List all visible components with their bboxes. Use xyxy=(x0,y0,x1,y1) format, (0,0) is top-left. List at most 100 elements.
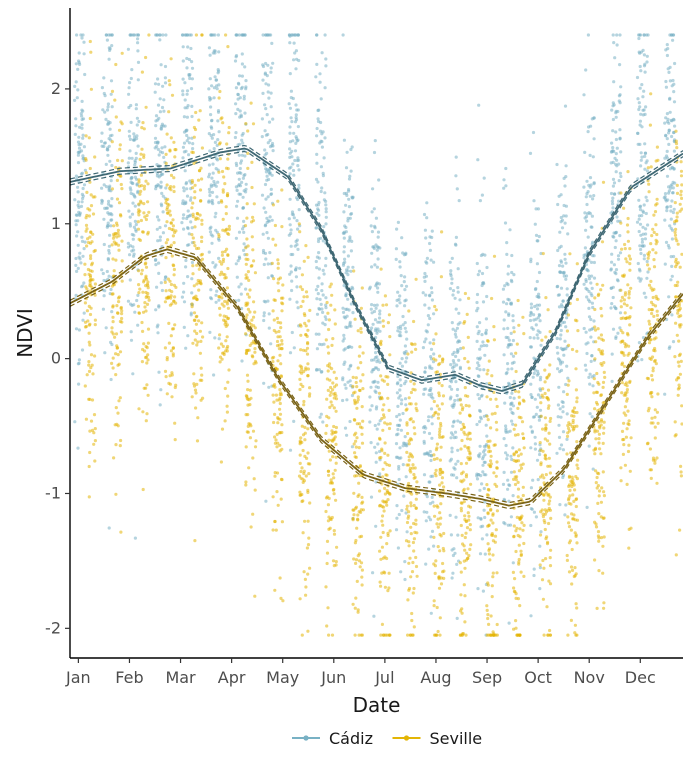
data-point xyxy=(155,163,159,167)
data-point xyxy=(142,202,146,206)
data-point xyxy=(345,193,349,197)
data-point xyxy=(592,254,596,258)
data-point xyxy=(619,221,623,225)
data-point xyxy=(74,117,78,121)
data-point xyxy=(623,293,627,297)
data-point xyxy=(224,324,228,328)
data-point xyxy=(438,435,442,439)
data-point xyxy=(186,334,190,338)
data-point xyxy=(575,541,579,545)
data-point xyxy=(626,449,631,454)
data-point xyxy=(140,126,144,130)
data-point xyxy=(484,328,488,332)
data-point xyxy=(565,452,569,456)
data-point xyxy=(450,576,454,580)
data-point xyxy=(408,556,412,560)
data-point xyxy=(153,90,157,94)
data-point xyxy=(253,271,257,275)
data-point xyxy=(558,230,562,234)
data-point xyxy=(546,406,551,410)
data-point xyxy=(93,354,97,358)
data-point xyxy=(450,387,454,391)
data-point xyxy=(118,350,123,354)
data-point xyxy=(80,200,84,204)
data-point xyxy=(587,306,591,310)
data-point xyxy=(348,320,352,324)
data-point xyxy=(191,236,195,240)
data-point xyxy=(373,226,377,230)
data-point xyxy=(136,304,140,308)
data-point xyxy=(395,227,399,231)
data-point xyxy=(220,250,225,254)
data-point xyxy=(76,243,80,247)
data-point xyxy=(324,296,328,300)
data-point xyxy=(234,54,239,58)
data-point xyxy=(587,375,591,379)
data-point xyxy=(430,422,434,426)
data-point xyxy=(649,286,653,290)
data-point xyxy=(120,312,124,316)
data-point xyxy=(101,108,105,112)
data-point xyxy=(462,430,466,434)
data-point xyxy=(628,262,632,266)
data-point xyxy=(561,405,565,409)
data-point xyxy=(163,81,168,85)
data-point xyxy=(380,397,384,401)
data-point xyxy=(669,118,673,122)
data-point xyxy=(112,232,116,236)
data-point xyxy=(377,391,382,395)
data-point xyxy=(139,201,143,205)
data-point xyxy=(290,210,295,214)
data-point xyxy=(163,64,168,69)
data-point xyxy=(315,297,319,301)
data-point xyxy=(509,302,513,306)
data-point xyxy=(82,281,86,285)
data-point xyxy=(544,423,548,427)
data-point xyxy=(108,47,112,51)
data-point xyxy=(594,340,598,344)
data-point xyxy=(296,227,300,231)
data-point xyxy=(250,160,254,164)
data-point xyxy=(532,415,537,419)
data-point xyxy=(491,630,495,634)
point-band xyxy=(260,33,275,503)
data-point xyxy=(463,356,467,361)
data-point xyxy=(137,407,141,411)
data-point xyxy=(240,180,244,184)
data-point xyxy=(539,251,543,256)
data-point xyxy=(423,303,427,307)
data-point xyxy=(216,33,220,37)
data-point xyxy=(195,343,199,347)
data-point xyxy=(296,247,300,251)
data-point xyxy=(655,197,659,201)
data-point xyxy=(490,412,494,416)
data-point xyxy=(643,237,648,241)
data-point xyxy=(188,76,192,81)
data-point xyxy=(87,340,91,344)
data-point xyxy=(673,61,677,66)
data-point xyxy=(584,215,589,219)
data-point xyxy=(325,397,329,401)
data-point xyxy=(377,422,381,426)
point-band xyxy=(421,201,436,615)
data-point xyxy=(136,191,140,195)
data-point xyxy=(193,183,197,187)
data-point xyxy=(189,196,193,200)
data-point xyxy=(368,395,372,399)
data-point xyxy=(619,328,623,333)
data-point xyxy=(109,340,113,344)
data-point xyxy=(476,587,480,591)
data-point xyxy=(620,295,625,299)
data-point xyxy=(226,157,230,161)
data-point xyxy=(278,353,282,357)
data-point xyxy=(594,469,598,473)
data-point xyxy=(508,483,512,487)
data-point xyxy=(563,339,567,343)
data-point xyxy=(324,431,328,435)
data-point xyxy=(611,160,615,164)
data-point xyxy=(243,173,247,177)
data-point xyxy=(620,391,624,395)
data-point xyxy=(482,444,486,449)
data-point xyxy=(348,379,352,383)
data-point xyxy=(510,361,514,365)
